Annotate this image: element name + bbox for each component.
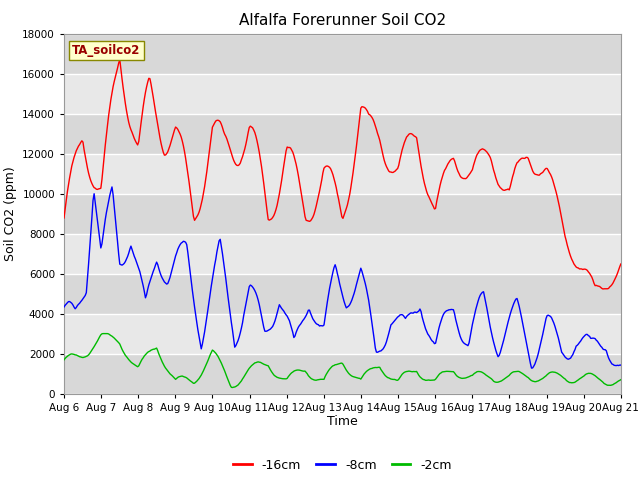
Legend: -16cm, -8cm, -2cm: -16cm, -8cm, -2cm <box>228 454 457 477</box>
Y-axis label: Soil CO2 (ppm): Soil CO2 (ppm) <box>4 166 17 261</box>
Title: Alfalfa Forerunner Soil CO2: Alfalfa Forerunner Soil CO2 <box>239 13 446 28</box>
Bar <box>64 234 621 274</box>
Text: TA_soilco2: TA_soilco2 <box>72 44 141 58</box>
X-axis label: Time: Time <box>327 415 358 429</box>
Bar <box>64 73 621 114</box>
Bar <box>64 34 621 73</box>
Bar <box>64 114 621 154</box>
Bar <box>64 193 621 234</box>
Bar <box>64 274 621 313</box>
Bar <box>64 313 621 354</box>
Bar <box>64 354 621 394</box>
Bar <box>64 154 621 193</box>
